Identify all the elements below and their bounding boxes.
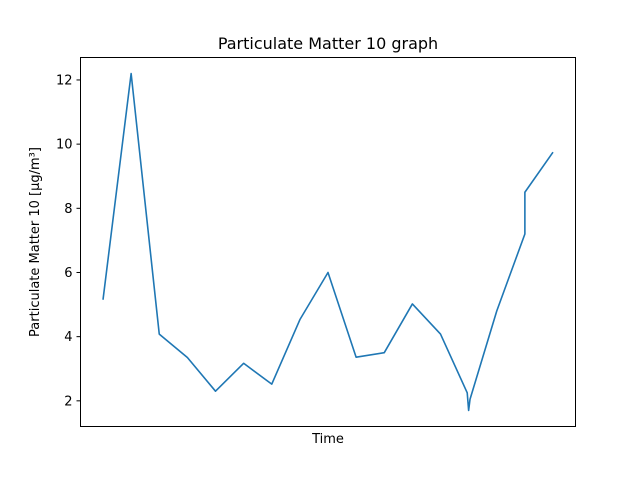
plot-area-frame — [80, 57, 576, 427]
y-tick-label: 8 — [64, 202, 72, 217]
y-tick-label: 2 — [64, 394, 72, 409]
chart-title: Particulate Matter 10 graph — [218, 34, 438, 53]
y-tick-label: 6 — [64, 266, 72, 281]
series-line — [102, 72, 554, 412]
y-axis: 2 4 6 8 10 12 — [56, 73, 81, 409]
y-axis-label: Particulate Matter 10 [μg/m³] — [28, 147, 43, 337]
x-axis-label: Time — [311, 432, 344, 447]
y-tick-label: 10 — [56, 138, 73, 153]
y-tick-label: 12 — [56, 73, 73, 88]
y-tick-label: 4 — [64, 330, 72, 345]
